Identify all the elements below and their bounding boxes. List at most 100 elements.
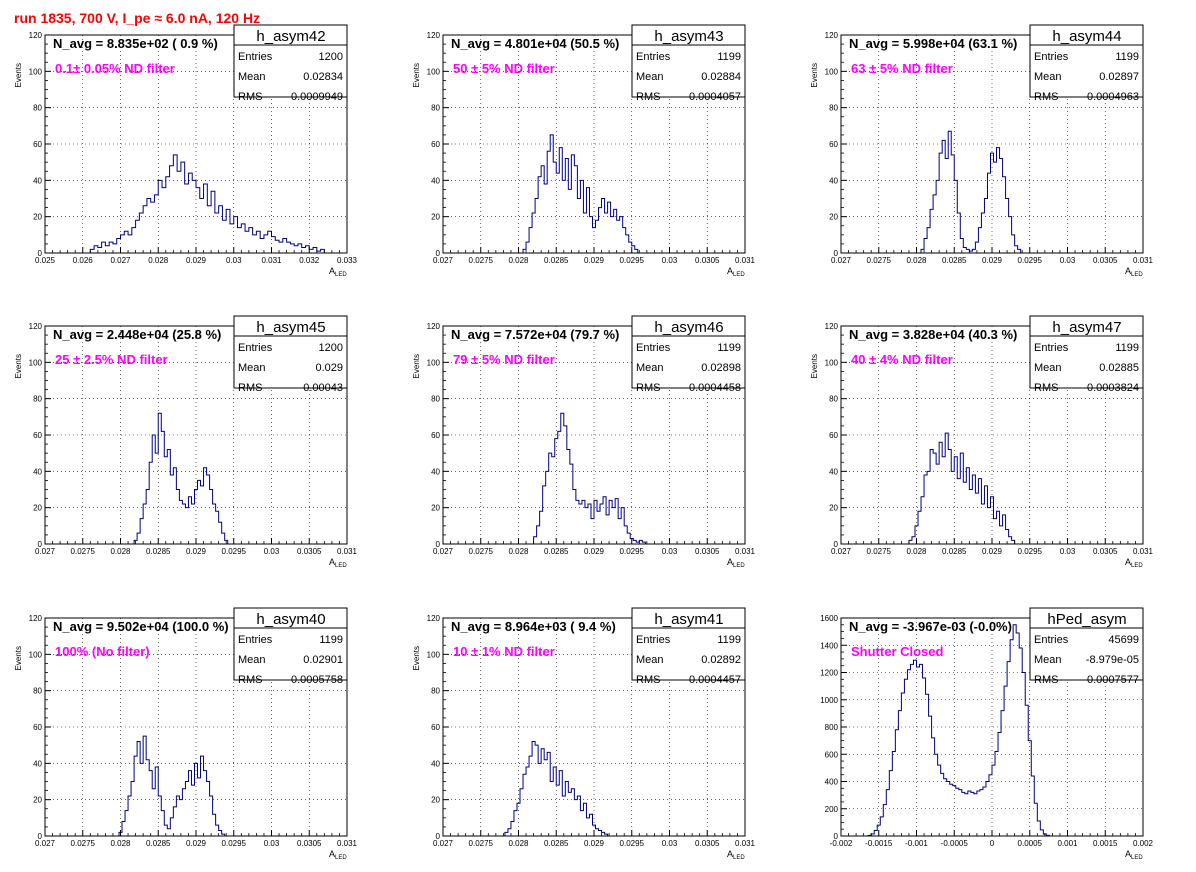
x-tick-label: 0.0295 bbox=[620, 256, 645, 265]
filter-label: 10 ± 1% ND filter bbox=[453, 644, 555, 659]
stat-entries-label: Entries bbox=[1034, 342, 1069, 354]
x-tick-label: 0.0295 bbox=[222, 547, 247, 556]
x-tick-label: 0.0275 bbox=[867, 547, 892, 556]
y-tick-label: 120 bbox=[29, 322, 43, 331]
stat-mean-label: Mean bbox=[636, 654, 664, 666]
x-tick-label: 0.031 bbox=[735, 839, 756, 848]
y-tick-label: 20 bbox=[33, 213, 42, 222]
x-tick-label: 0.0005 bbox=[1018, 839, 1043, 848]
x-tick-label: 0.029 bbox=[186, 256, 207, 265]
x-tick-label: 0.028 bbox=[906, 547, 927, 556]
x-axis-label-subscript: LED bbox=[733, 563, 745, 569]
stats-box-frame bbox=[1029, 315, 1144, 389]
x-axis-label-subscript: LED bbox=[1131, 272, 1143, 278]
histogram-name: hPed_asym bbox=[1047, 611, 1126, 628]
stat-mean-value: 0.02897 bbox=[1099, 71, 1139, 83]
y-tick-label: 20 bbox=[829, 504, 838, 513]
y-tick-label: 60 bbox=[829, 140, 838, 149]
stat-entries-value: 1199 bbox=[1115, 51, 1139, 63]
x-tick-label: 0.0285 bbox=[942, 256, 967, 265]
y-tick-label: 0 bbox=[436, 832, 441, 841]
y-tick-label: 0 bbox=[38, 832, 43, 841]
y-tick-label: 80 bbox=[431, 104, 440, 113]
histogram-name: h_asym42 bbox=[256, 28, 325, 45]
y-tick-label: 120 bbox=[29, 614, 43, 623]
y-tick-label: 40 bbox=[33, 759, 42, 768]
stat-rms-value: 0.0009949 bbox=[291, 91, 343, 103]
x-tick-label: 0.0285 bbox=[942, 547, 967, 556]
histogram-pad-h_asym47: 0.027 0.0275 0.028 0.0285 0.029 0.0295 0.03 0.0… bbox=[810, 315, 1154, 569]
stat-mean-value: 0.02901 bbox=[303, 654, 343, 666]
stats-box-frame bbox=[233, 24, 348, 98]
x-tick-label: 0.03 bbox=[1060, 547, 1076, 556]
stat-rms-value: 0.0004458 bbox=[689, 382, 741, 394]
stat-mean-value: 0.02834 bbox=[303, 71, 343, 83]
y-tick-label: 60 bbox=[33, 723, 42, 732]
y-tick-label: 80 bbox=[33, 104, 42, 113]
y-tick-label: 20 bbox=[431, 796, 440, 805]
navg-label: N_avg = 4.801e+04 (50.5 %) bbox=[451, 36, 619, 51]
stat-mean-label: Mean bbox=[238, 654, 266, 666]
canvas-title: run 1835, 700 V, I_pe ≈ 6.0 nA, 120 Hz bbox=[14, 10, 261, 26]
stats-box: h_asym41 Entries 1199 Mean 0.02892 RMS 0.00044… bbox=[631, 607, 746, 686]
x-tick-label: 0.03 bbox=[662, 547, 678, 556]
filter-label: 79 ± 5% ND filter bbox=[453, 352, 555, 367]
y-tick-label: 100 bbox=[427, 67, 441, 76]
stats-box-frame bbox=[631, 315, 746, 389]
x-axis-label-subscript: LED bbox=[335, 272, 347, 278]
x-tick-label: 0.029 bbox=[584, 256, 605, 265]
x-tick-label: 0.031 bbox=[337, 547, 358, 556]
y-tick-label: 120 bbox=[29, 31, 43, 40]
y-axis-label: Events bbox=[810, 354, 819, 378]
stat-rms-value: 0.0003824 bbox=[1087, 382, 1139, 394]
y-tick-label: 120 bbox=[427, 614, 441, 623]
stats-box: h_asym43 Entries 1199 Mean 0.02884 RMS 0.00040… bbox=[631, 24, 746, 103]
filter-label: 0.1± 0.05% ND filter bbox=[55, 61, 175, 76]
histogram-series bbox=[908, 432, 1016, 544]
stat-entries-label: Entries bbox=[636, 342, 671, 354]
x-tick-label: 0.0305 bbox=[1093, 256, 1118, 265]
stat-entries-value: 1200 bbox=[319, 51, 343, 63]
x-tick-label: 0.028 bbox=[906, 256, 927, 265]
x-tick-label: -0.002 bbox=[830, 839, 853, 848]
x-tick-label: 0.027 bbox=[831, 547, 852, 556]
y-tick-label: 0 bbox=[436, 249, 441, 258]
y-tick-label: 60 bbox=[431, 431, 440, 440]
x-tick-label: 0.027 bbox=[433, 256, 454, 265]
y-tick-label: 80 bbox=[829, 395, 838, 404]
y-tick-label: 0 bbox=[38, 249, 43, 258]
x-tick-label: 0.0295 bbox=[1018, 547, 1043, 556]
x-axis-label-subscript: LED bbox=[1131, 563, 1143, 569]
y-tick-label: 40 bbox=[431, 467, 440, 476]
histogram-name: h_asym40 bbox=[256, 611, 325, 628]
filter-label: 25 ± 2.5% ND filter bbox=[55, 352, 168, 367]
y-tick-label: 80 bbox=[33, 395, 42, 404]
x-tick-label: 0.028 bbox=[110, 547, 131, 556]
x-tick-label: 0.0015 bbox=[1093, 839, 1118, 848]
x-axis-label: ALED bbox=[1125, 266, 1143, 278]
x-tick-label: 0.0275 bbox=[469, 256, 494, 265]
stat-mean-label: Mean bbox=[636, 362, 664, 374]
stat-mean-label: Mean bbox=[1034, 71, 1062, 83]
stats-box-frame bbox=[631, 607, 746, 681]
stat-mean-label: Mean bbox=[238, 71, 266, 83]
x-tick-label: 0.031 bbox=[735, 256, 756, 265]
y-tick-label: 0 bbox=[834, 540, 839, 549]
x-tick-label: 0.0285 bbox=[146, 839, 171, 848]
stat-entries-label: Entries bbox=[238, 51, 273, 63]
y-tick-label: 20 bbox=[33, 504, 42, 513]
x-axis-label-subscript: LED bbox=[733, 272, 745, 278]
x-tick-label: 0.027 bbox=[35, 839, 56, 848]
y-tick-label: 1600 bbox=[820, 614, 838, 623]
x-axis-label: ALED bbox=[1125, 849, 1143, 861]
histogram-series bbox=[867, 624, 1050, 836]
y-tick-label: 80 bbox=[431, 687, 440, 696]
histogram-series bbox=[118, 735, 226, 836]
stat-entries-value: 45699 bbox=[1108, 634, 1139, 646]
x-tick-label: 0.0295 bbox=[620, 839, 645, 848]
y-tick-label: 20 bbox=[829, 213, 838, 222]
x-tick-label: 0.0285 bbox=[544, 256, 569, 265]
y-tick-label: 40 bbox=[829, 176, 838, 185]
x-tick-label: 0.027 bbox=[35, 547, 56, 556]
stat-rms-value: 0.0005758 bbox=[291, 674, 343, 686]
